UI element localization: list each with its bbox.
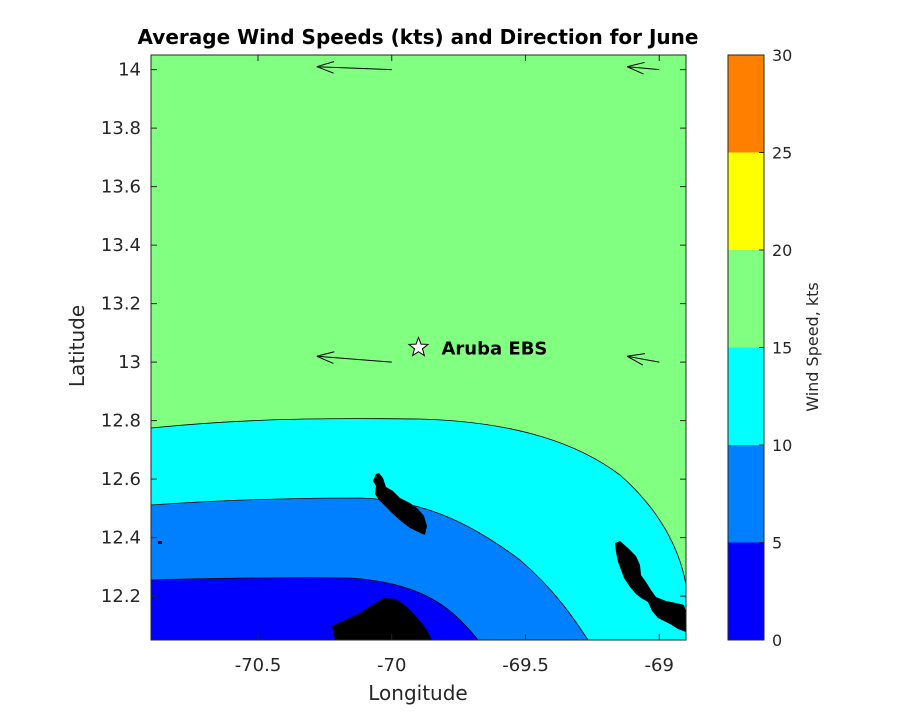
wind-vector-arrow <box>316 61 392 74</box>
y-tick-label: 13.6 <box>101 177 141 198</box>
x-tick-label: -69 <box>645 655 674 676</box>
y-tick-label: 12.6 <box>101 469 141 490</box>
y-tick-label: 13.8 <box>101 118 141 139</box>
x-tick-label: -69.5 <box>502 655 549 676</box>
wind-vector-arrow <box>626 353 660 366</box>
colorbar-band <box>728 347 764 445</box>
y-tick-label: 13.4 <box>101 235 141 256</box>
colorbar-band <box>728 55 764 153</box>
colorbar-tick-label: 20 <box>772 241 792 260</box>
y-tick-label: 14 <box>118 60 141 81</box>
y-tick-label: 13 <box>118 352 141 373</box>
island-aruba <box>373 473 427 535</box>
colorbar-band <box>728 152 764 250</box>
x-tick-label: -70 <box>377 655 406 676</box>
wind-vectors <box>316 61 660 366</box>
x-tick-label: -70.5 <box>235 655 282 676</box>
station-star-icon <box>407 336 430 357</box>
colorbar-label: Wind Speed, kts <box>803 282 822 412</box>
colorbar-band <box>728 250 764 348</box>
colorbar-tick-label: 15 <box>772 339 792 358</box>
colorbar-band <box>728 542 764 640</box>
y-axis-label: Latitude <box>65 305 89 387</box>
land-speck <box>158 541 162 544</box>
station-marker: Aruba EBS <box>407 336 548 360</box>
y-tick-label: 12.2 <box>101 586 141 607</box>
colorbar-band <box>728 445 764 543</box>
axis-ticks: -70.5 -70 -69.5 -69 12.2 12.4 12.6 12.8 13 13.2 13… <box>101 55 686 676</box>
land-venezuela-coast <box>332 598 432 640</box>
colorbar: 0 5 10 15 20 25 30 <box>727 46 792 650</box>
wind-vector-arrow <box>626 61 660 75</box>
colorbar-tick-label: 30 <box>772 46 792 65</box>
chart-title: Average Wind Speeds (kts) and Direction … <box>138 25 699 49</box>
colorbar-tick-label: 0 <box>772 631 782 650</box>
plot-frame <box>150 54 687 641</box>
x-axis-label: Longitude <box>368 681 467 705</box>
y-tick-label: 12.8 <box>101 411 141 432</box>
colorbar-tick-label: 5 <box>772 534 782 553</box>
y-tick-label: 13.2 <box>101 294 141 315</box>
plot-area: Aruba EBS -70.5 -70 -69.5 -69 12.2 12.4 12.6 12… <box>101 54 687 676</box>
colorbar-tick-label: 25 <box>772 144 792 163</box>
station-label: Aruba EBS <box>442 339 548 360</box>
y-tick-label: 12.4 <box>101 528 141 549</box>
wind-vector-arrow <box>316 351 392 364</box>
colorbar-tick-label: 10 <box>772 436 792 455</box>
island-curacao <box>615 541 686 632</box>
